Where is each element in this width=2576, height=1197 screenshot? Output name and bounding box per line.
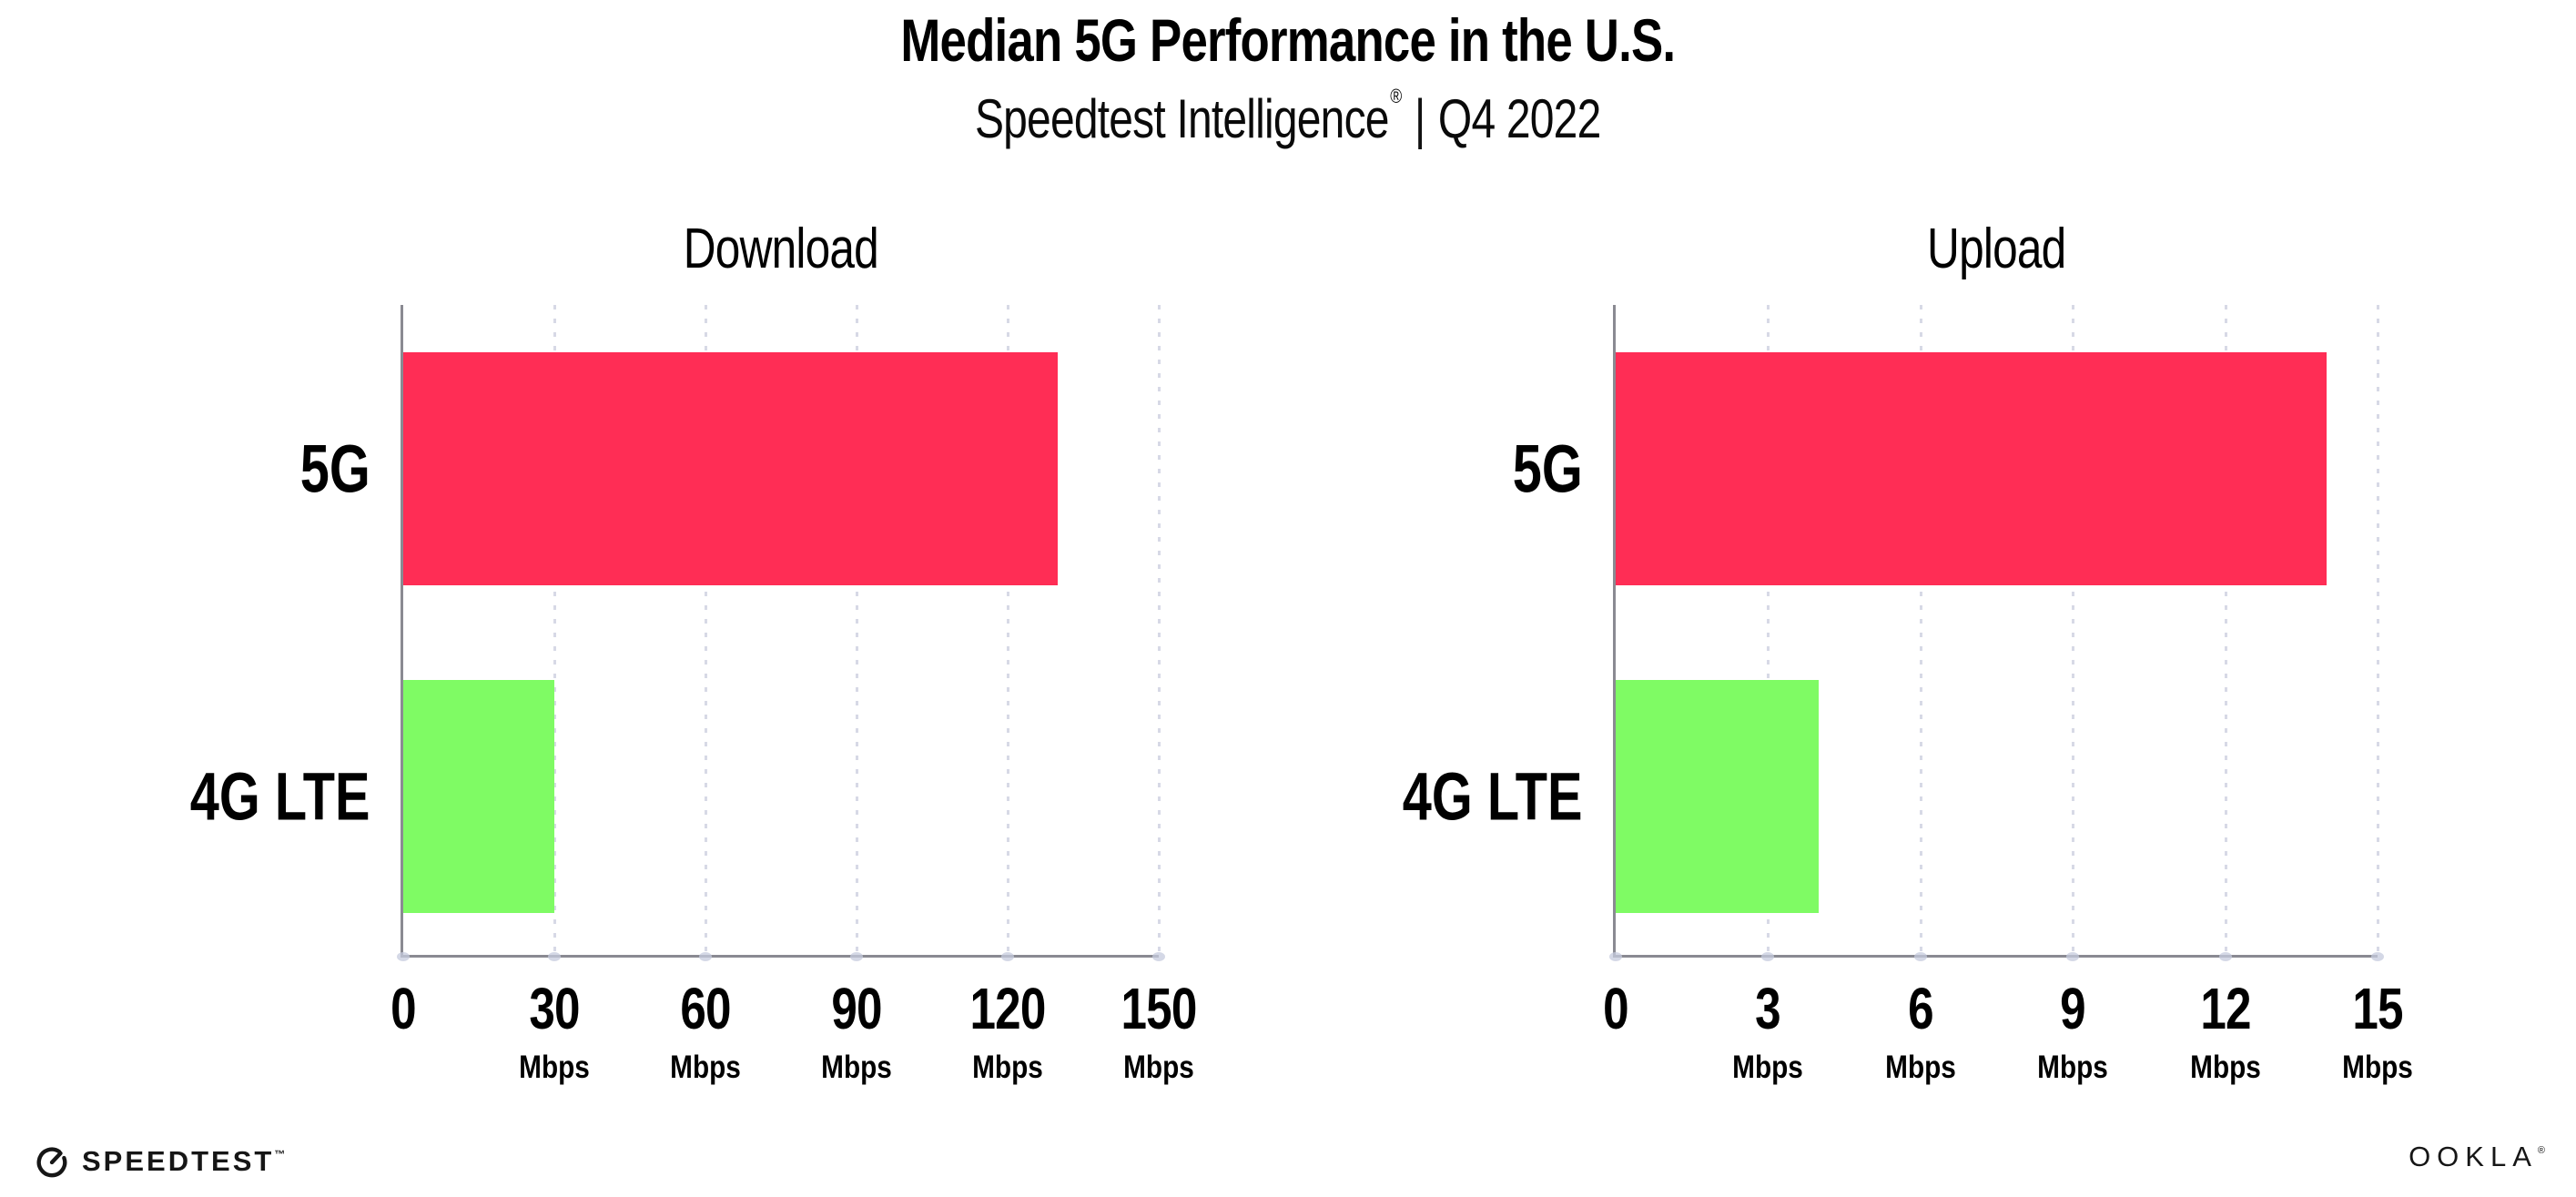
ookla-logo: OOKLA® bbox=[2409, 1141, 2545, 1173]
axis-tick-dot bbox=[2371, 952, 2384, 961]
category-label-5g: 5G bbox=[299, 431, 370, 507]
page-subtitle: Speedtest Intelligence® | Q4 2022 bbox=[0, 85, 2576, 150]
x-tick-3: 3 Mbps bbox=[1732, 976, 1804, 1085]
speedtest-logo: SPEEDTEST™ bbox=[35, 1144, 285, 1179]
axis-tick-dot bbox=[1001, 952, 1014, 961]
x-tick-60: 60 Mbps bbox=[670, 976, 741, 1085]
axis-tick-dot bbox=[1913, 952, 1927, 961]
x-tick-0: 0 bbox=[390, 976, 416, 1041]
gridline bbox=[1158, 305, 1161, 955]
x-tick-30: 30 Mbps bbox=[519, 976, 590, 1085]
x-tick-120: 120 Mbps bbox=[969, 976, 1046, 1085]
axis-tick-dot bbox=[397, 952, 410, 961]
upload-chart-title: Upload bbox=[1927, 218, 2066, 280]
gridline bbox=[705, 305, 707, 955]
gridline bbox=[1007, 305, 1009, 955]
speedtest-wordmark: SPEEDTEST™ bbox=[82, 1145, 286, 1177]
bar-download-4g-lte bbox=[403, 680, 554, 913]
x-tick-90: 90 Mbps bbox=[821, 976, 892, 1085]
axis-tick-dot bbox=[548, 952, 561, 961]
gridline bbox=[2072, 305, 2075, 955]
axis-tick-dot bbox=[699, 952, 712, 961]
page-title-text: Median 5G Performance in the U.S. bbox=[900, 6, 1677, 74]
download-chart-title: Download bbox=[683, 218, 879, 280]
subtitle-brand: Speedtest Intelligence bbox=[975, 88, 1390, 150]
gridline bbox=[2377, 305, 2379, 955]
axis-tick-dot bbox=[2066, 952, 2080, 961]
download-chart: Download 5G 4G LTE 0 30 Mbps 60 Mbps bbox=[190, 218, 1197, 1085]
gridline bbox=[1919, 305, 1922, 955]
speedtest-gauge-icon bbox=[35, 1144, 69, 1179]
category-label-4g-lte: 4G LTE bbox=[190, 758, 370, 835]
x-tick-0: 0 bbox=[1603, 976, 1628, 1041]
gridline bbox=[856, 305, 858, 955]
category-label-4g-lte: 4G LTE bbox=[1403, 758, 1583, 835]
x-tick-6: 6 Mbps bbox=[1884, 976, 1956, 1085]
axis-tick-dot bbox=[1609, 952, 1622, 961]
x-tick-9: 9 Mbps bbox=[2037, 976, 2109, 1085]
registered-mark: ® bbox=[1390, 85, 1403, 108]
x-tick-15: 15 Mbps bbox=[2342, 976, 2413, 1085]
subtitle-period: Q4 2022 bbox=[1438, 88, 1601, 150]
gridline bbox=[1767, 305, 1770, 955]
upload-chart: Upload 5G 4G LTE 0 3 Mbps 6 Mbps bbox=[1403, 218, 2413, 1085]
x-tick-150: 150 Mbps bbox=[1121, 976, 1197, 1085]
subtitle-separator: | bbox=[1415, 88, 1425, 150]
bar-upload-4g-lte bbox=[1616, 680, 1820, 913]
gridline bbox=[2224, 305, 2227, 955]
registered-mark: ® bbox=[2537, 1145, 2545, 1156]
bar-download-5g bbox=[403, 352, 1059, 585]
axis-tick-dot bbox=[1152, 952, 1165, 961]
ookla-wordmark: OOKLA bbox=[2409, 1141, 2538, 1172]
chart-header: Median 5G Performance in the U.S. Speedt… bbox=[0, 6, 2576, 150]
axis-tick-dot bbox=[850, 952, 863, 961]
trademark-mark: ™ bbox=[274, 1148, 286, 1161]
axis-tick-dot bbox=[1761, 952, 1775, 961]
bar-upload-5g bbox=[1616, 352, 2328, 585]
x-tick-12: 12 Mbps bbox=[2189, 976, 2261, 1085]
category-label-5g: 5G bbox=[1512, 431, 1583, 507]
axis-tick-dot bbox=[2218, 952, 2232, 961]
page-subtitle-text: Speedtest Intelligence® | Q4 2022 bbox=[975, 85, 1601, 150]
page-title: Median 5G Performance in the U.S. bbox=[0, 6, 2576, 74]
gridline bbox=[553, 305, 556, 955]
